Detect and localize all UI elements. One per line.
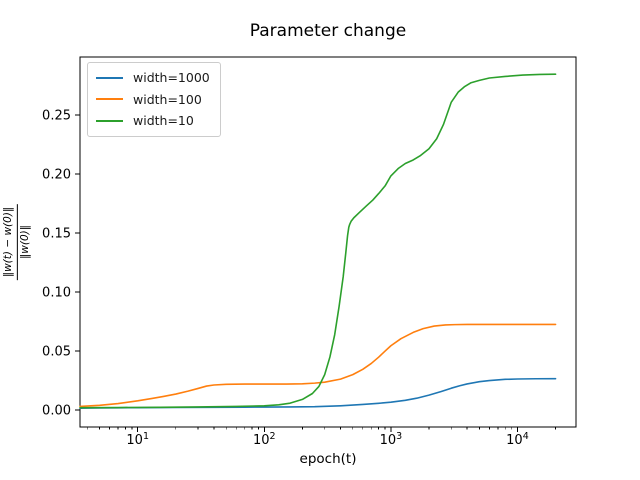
x-tick-label: 102: [253, 431, 276, 448]
legend-entry: width=1000: [96, 67, 210, 89]
y-tick-label: 0.05: [42, 345, 71, 360]
x-tick-label: 103: [380, 431, 403, 448]
y-tick-label: 0.00: [42, 404, 71, 419]
y-tick-label: 0.10: [42, 286, 71, 301]
legend-entry: width=10: [96, 110, 210, 132]
legend-entry-label: width=100: [133, 91, 202, 107]
legend-line-sample: [96, 119, 123, 122]
y-axis-label-numerator: ‖w(t) − w(0)‖: [1, 203, 18, 281]
x-tick-label: 101: [126, 431, 149, 448]
page-title: Parameter change: [249, 21, 407, 41]
y-tick-label: 0.20: [42, 168, 71, 183]
legend-entry-label: width=1000: [133, 70, 210, 86]
y-axis-label-denominator: ‖w(0)‖: [18, 225, 31, 259]
legend-entry: width=100: [96, 89, 210, 111]
y-tick-label: 0.15: [42, 227, 71, 242]
axes-spines: [79, 56, 577, 428]
legend: width=1000 width=100 width=10: [87, 62, 221, 137]
legend-line-sample: [96, 98, 123, 101]
series-line-width-100: [79, 323, 557, 408]
y-tick-label: 0.25: [42, 109, 71, 124]
y-axis-label-fraction: ‖w(t) − w(0)‖ ‖w(0)‖: [1, 203, 32, 281]
y-axis-label: ‖w(t) − w(0)‖ ‖w(0)‖: [1, 203, 32, 281]
series-line-width-10: [79, 73, 557, 409]
legend-entry-label: width=10: [133, 113, 194, 129]
x-tick-label: 104: [506, 431, 529, 448]
x-axis-label: epoch(t): [299, 451, 357, 467]
legend-line-sample: [96, 76, 123, 79]
